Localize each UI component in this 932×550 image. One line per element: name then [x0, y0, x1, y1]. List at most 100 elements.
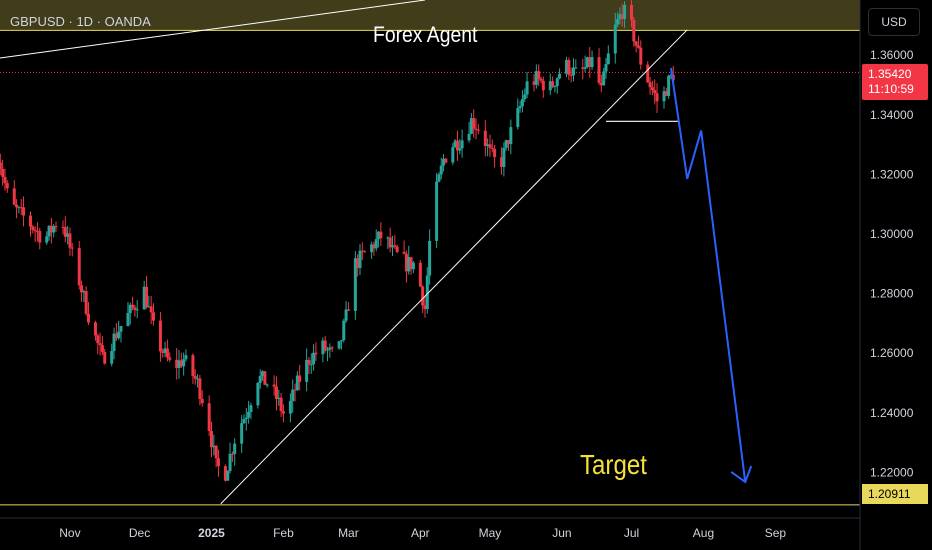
candle-body — [261, 371, 265, 376]
candle-body — [421, 286, 425, 306]
candle-body — [669, 75, 673, 77]
candle-body — [0, 162, 2, 169]
candle-body — [47, 225, 51, 237]
candle-body — [82, 291, 86, 293]
candle-body — [103, 351, 107, 364]
candle-body — [648, 82, 652, 88]
projection-path — [669, 67, 747, 483]
candle-body — [163, 348, 167, 353]
candle-body — [307, 359, 311, 365]
candle-body — [17, 207, 21, 209]
candle-body — [196, 378, 200, 380]
candle-body — [149, 306, 153, 313]
candle-body — [233, 443, 237, 454]
candle-body — [54, 226, 58, 228]
candle-body — [193, 376, 197, 379]
candle-body — [249, 405, 253, 412]
candle-body — [500, 157, 504, 167]
candle-body — [588, 57, 592, 68]
time-tick-label: Feb — [273, 526, 294, 540]
candle-body — [145, 286, 149, 308]
symbol-label[interactable]: GBPUSD · 1D · OANDA — [10, 14, 151, 29]
time-tick-label: Jul — [624, 526, 639, 540]
candle-body — [117, 331, 121, 339]
candle-body — [321, 340, 325, 355]
candle-body — [77, 247, 81, 286]
candle-body — [616, 19, 620, 25]
candle-body — [639, 47, 643, 65]
candle-body — [19, 207, 23, 209]
candle-body — [131, 304, 135, 308]
target-annotation-label[interactable]: Target — [580, 449, 647, 480]
candle-body — [472, 118, 476, 129]
candle-body — [667, 75, 671, 96]
candle-body — [460, 140, 464, 149]
candle-body — [309, 364, 313, 366]
time-tick-label: Sep — [765, 526, 787, 540]
candle-body — [662, 91, 666, 102]
candle-body — [87, 313, 91, 323]
candle-body — [370, 244, 374, 253]
candle-body — [151, 312, 155, 321]
currency-button[interactable]: USD — [868, 8, 920, 36]
candle-body — [247, 411, 251, 418]
candle-body — [263, 371, 267, 385]
candle-body — [453, 140, 457, 148]
candle-body — [230, 453, 234, 455]
candle-body — [314, 352, 318, 355]
candle-body — [110, 351, 114, 364]
candle-body — [620, 14, 624, 19]
candle-body — [583, 67, 587, 69]
candle-body — [256, 382, 260, 406]
candle-body — [458, 148, 462, 151]
candle-body — [439, 165, 443, 175]
candle-body — [548, 81, 552, 91]
candle-body — [63, 227, 67, 237]
candle-body — [323, 340, 327, 351]
candle-body — [525, 81, 529, 95]
candle-body — [184, 355, 188, 360]
candle-body — [226, 471, 230, 481]
candle-body — [216, 458, 220, 467]
candle-body — [402, 251, 406, 254]
candle-body — [493, 148, 497, 158]
candle-body — [281, 411, 285, 414]
candle-body — [126, 312, 130, 327]
candle-body — [650, 87, 654, 91]
candle-body — [585, 57, 589, 68]
candle-body — [244, 417, 248, 420]
candle-body — [288, 400, 292, 414]
candle-body — [22, 207, 26, 216]
candle-body — [114, 333, 118, 339]
price-tick-label: 1.30000 — [870, 227, 914, 241]
candle-body — [451, 147, 455, 163]
candle-body — [84, 291, 88, 314]
candle-body — [15, 204, 19, 208]
candle-body — [133, 307, 137, 310]
candle-body — [3, 176, 7, 184]
candle-body — [551, 81, 555, 87]
candle-body — [483, 130, 487, 146]
candle-body — [507, 140, 511, 145]
price-tick-label: 1.32000 — [870, 167, 914, 181]
candle-body — [312, 352, 316, 365]
candle-body — [532, 81, 536, 85]
candle-body — [502, 147, 506, 167]
ascending-trendline — [220, 29, 688, 505]
candle-body — [486, 144, 490, 146]
candle-body — [346, 309, 350, 311]
price-tick-label: 1.28000 — [870, 287, 914, 301]
candle-body — [52, 226, 56, 233]
candle-body — [393, 245, 397, 247]
candle-body — [518, 106, 522, 109]
candle-body — [223, 466, 227, 481]
price-tick-label: 1.36000 — [870, 48, 914, 62]
time-tick-label: May — [479, 526, 502, 540]
zone-annotation-label[interactable]: Forex Agent — [373, 22, 478, 47]
candle-body — [330, 347, 334, 349]
candle-body — [98, 343, 102, 346]
candle-body — [305, 359, 309, 382]
